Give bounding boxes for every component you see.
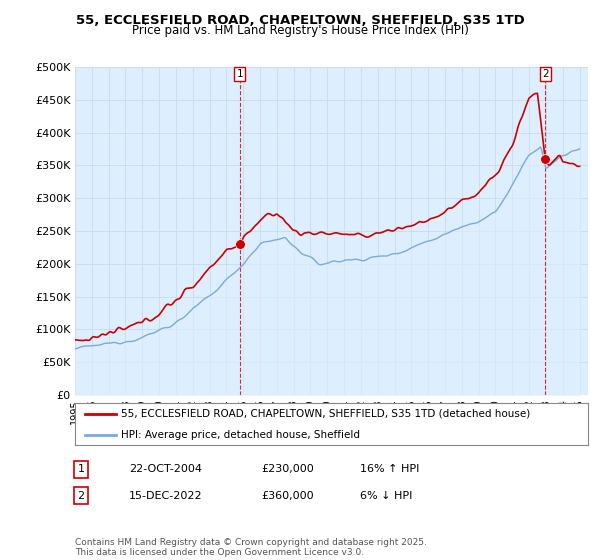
- Text: 2: 2: [542, 69, 548, 79]
- Text: 16% ↑ HPI: 16% ↑ HPI: [360, 464, 419, 474]
- Text: £360,000: £360,000: [261, 491, 314, 501]
- Text: 55, ECCLESFIELD ROAD, CHAPELTOWN, SHEFFIELD, S35 1TD (detached house): 55, ECCLESFIELD ROAD, CHAPELTOWN, SHEFFI…: [121, 409, 530, 419]
- Text: 22-OCT-2004: 22-OCT-2004: [129, 464, 202, 474]
- Text: 6% ↓ HPI: 6% ↓ HPI: [360, 491, 412, 501]
- Text: Contains HM Land Registry data © Crown copyright and database right 2025.
This d: Contains HM Land Registry data © Crown c…: [75, 538, 427, 557]
- Text: Price paid vs. HM Land Registry's House Price Index (HPI): Price paid vs. HM Land Registry's House …: [131, 24, 469, 37]
- Text: £230,000: £230,000: [261, 464, 314, 474]
- Text: 15-DEC-2022: 15-DEC-2022: [129, 491, 203, 501]
- Text: HPI: Average price, detached house, Sheffield: HPI: Average price, detached house, Shef…: [121, 430, 360, 440]
- Text: 1: 1: [77, 464, 85, 474]
- Text: 55, ECCLESFIELD ROAD, CHAPELTOWN, SHEFFIELD, S35 1TD: 55, ECCLESFIELD ROAD, CHAPELTOWN, SHEFFI…: [76, 14, 524, 27]
- Text: 2: 2: [77, 491, 85, 501]
- Text: 1: 1: [236, 69, 243, 79]
